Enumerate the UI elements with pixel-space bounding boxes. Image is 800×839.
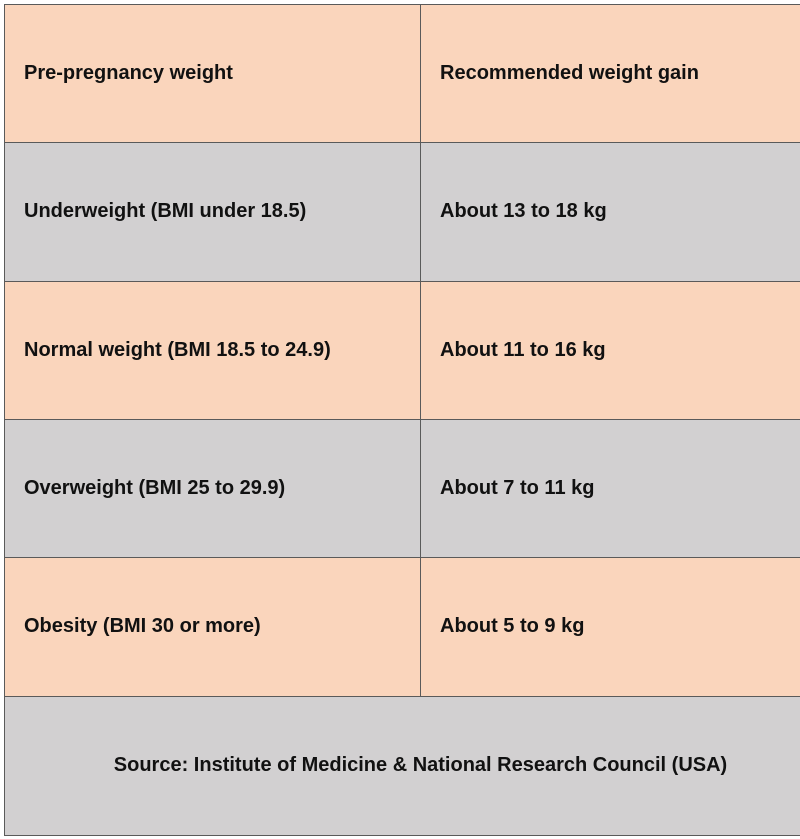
row-gain-cell: About 5 to 9 kg — [420, 557, 800, 697]
row-category-cell: Overweight (BMI 25 to 29.9) — [4, 418, 421, 559]
header-pre-pregnancy-weight: Pre-pregnancy weight — [4, 3, 421, 144]
table-row: Underweight (BMI under 18.5) About 13 to… — [4, 142, 800, 282]
table-row: Overweight (BMI 25 to 29.9) About 7 to 1… — [4, 418, 800, 559]
row-gain-cell: About 7 to 11 kg — [420, 418, 800, 559]
row-category-cell: Obesity (BMI 30 or more) — [4, 557, 421, 697]
header-recommended-weight-gain: Recommended weight gain — [420, 3, 800, 144]
row-gain-cell: About 13 to 18 kg — [420, 142, 800, 282]
source-note: Source: Institute of Medicine & National… — [4, 695, 800, 837]
row-category-cell: Underweight (BMI under 18.5) — [4, 142, 421, 282]
table-row: Obesity (BMI 30 or more) About 5 to 9 kg — [4, 557, 800, 697]
table-header-row: Pre-pregnancy weight Recommended weight … — [4, 3, 800, 144]
row-gain-cell: About 11 to 16 kg — [420, 280, 800, 420]
table-row: Normal weight (BMI 18.5 to 24.9) About 1… — [4, 280, 800, 420]
source-row: Source: Institute of Medicine & National… — [4, 695, 800, 837]
weight-gain-table-container: Pre-pregnancy weight Recommended weight … — [4, 3, 800, 837]
row-category-cell: Normal weight (BMI 18.5 to 24.9) — [4, 280, 421, 420]
weight-gain-table: Pre-pregnancy weight Recommended weight … — [4, 3, 800, 837]
